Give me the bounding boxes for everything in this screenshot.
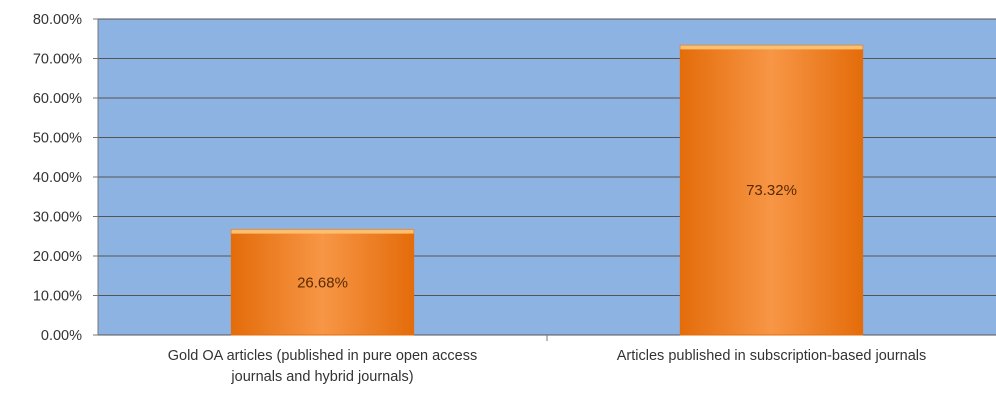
- y-tick-label: 20.00%: [33, 249, 82, 265]
- y-tick-label: 0.00%: [41, 328, 82, 344]
- data-label: 73.32%: [746, 182, 797, 199]
- bar-top-highlight: [680, 45, 863, 50]
- bar: [679, 44, 864, 336]
- data-labels: 26.68% 73.32%: [297, 182, 797, 291]
- y-axis-tick-labels: 0.00% 10.00% 20.00% 30.00% 40.00% 50.00% 60.00…: [33, 12, 82, 344]
- category-label: journals and hybrid journals): [230, 369, 413, 385]
- x-axis-category-labels: Gold OA articles (published in pure open…: [168, 348, 927, 385]
- y-tick-label: 50.00%: [33, 131, 82, 147]
- y-tick-label: 10.00%: [33, 289, 82, 305]
- bar: [230, 229, 415, 336]
- category-label: Articles published in subscription-based…: [617, 348, 927, 364]
- bar-top-highlight: [231, 229, 414, 234]
- y-tick-label: 40.00%: [33, 170, 82, 186]
- y-tick-label: 80.00%: [33, 12, 82, 28]
- data-label: 26.68%: [297, 274, 348, 291]
- category-label: Gold OA articles (published in pure open…: [168, 348, 478, 364]
- y-tick-label: 70.00%: [33, 52, 82, 68]
- bars: [230, 44, 864, 336]
- y-tick-label: 60.00%: [33, 91, 82, 107]
- y-tick-label: 30.00%: [33, 210, 82, 226]
